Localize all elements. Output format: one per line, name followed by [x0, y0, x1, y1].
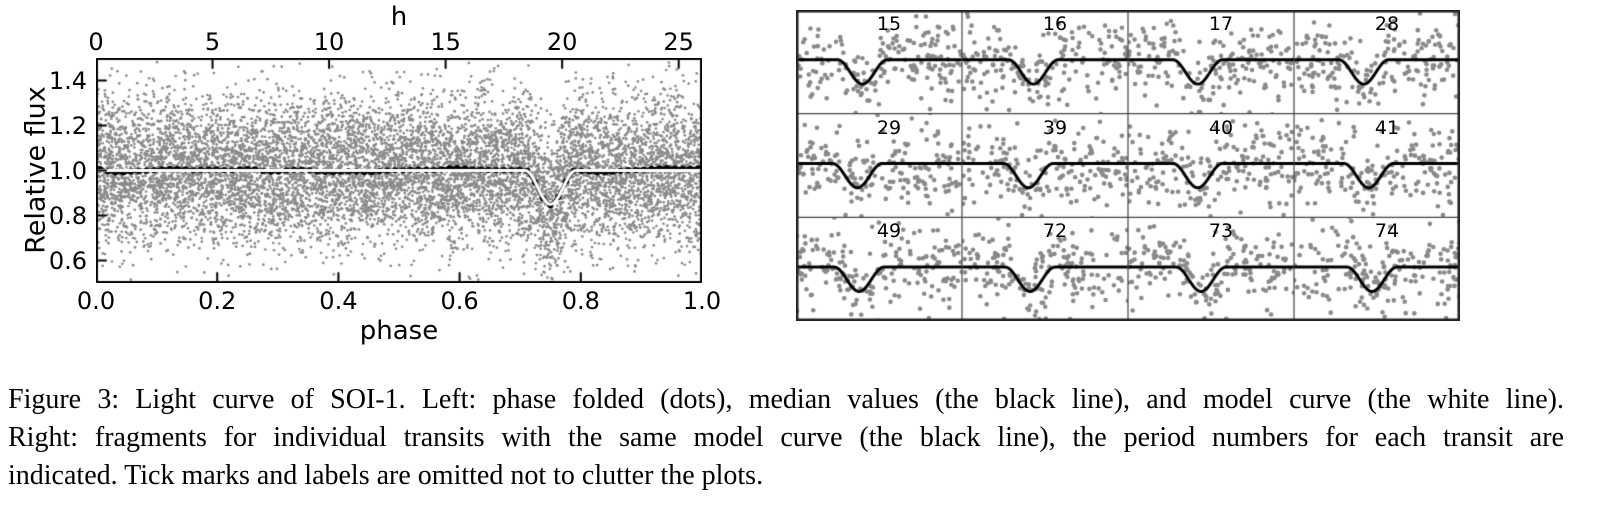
caption-line-1: Figure 3: Light curve of SOI-1. Left: ph… — [8, 384, 1564, 415]
bottom-tick-label: 0.8 — [561, 287, 600, 315]
y-axis-title: Relative flux — [20, 86, 52, 254]
phase-folded-plot-area — [96, 58, 702, 283]
top-tick-label: 25 — [663, 28, 694, 56]
top-tick-label: 0 — [88, 28, 104, 56]
period-label-49: 49 — [876, 220, 902, 243]
period-label-17: 17 — [1208, 13, 1234, 35]
period-label-29: 29 — [876, 116, 902, 139]
bottom-tick-label: 0.2 — [198, 287, 237, 315]
period-label-72: 72 — [1042, 220, 1068, 243]
y-tick-label: 0.8 — [48, 201, 87, 230]
caption-line-2: Right: fragments for individual transits… — [8, 422, 1564, 453]
y-tick-label: 1.0 — [48, 156, 87, 185]
y-tick-label: 1.2 — [48, 111, 87, 140]
period-label-15: 15 — [876, 13, 902, 35]
caption-line-3: indicated. Tick marks and labels are omi… — [8, 460, 764, 491]
period-label-39: 39 — [1042, 116, 1068, 139]
bottom-tick-label: 0.4 — [319, 287, 358, 315]
top-tick-label: 10 — [313, 28, 345, 56]
y-tick-label: 0.6 — [48, 246, 87, 275]
bottom-tick-label: 1.0 — [682, 287, 722, 315]
period-label-28: 28 — [1374, 13, 1400, 35]
top-tick-label: 20 — [546, 28, 578, 56]
period-label-16: 16 — [1042, 13, 1068, 35]
period-label-41: 41 — [1374, 116, 1400, 139]
bottom-tick-label: 0.0 — [76, 287, 116, 315]
period-label-73: 73 — [1208, 220, 1234, 243]
figure-caption: Figure 3: Light curve of SOI-1. Left: ph… — [8, 381, 1564, 495]
y-tick-label: 1.4 — [48, 66, 87, 95]
top-tick-label: 15 — [430, 28, 461, 56]
top-axis-title: h — [390, 2, 408, 32]
x-axis-title: phase — [359, 316, 439, 346]
period-label-40: 40 — [1208, 116, 1234, 139]
top-tick-label: 5 — [204, 28, 221, 56]
transits-grid-plot-area — [796, 10, 1460, 321]
bottom-tick-label: 0.6 — [440, 287, 479, 315]
period-label-74: 74 — [1374, 220, 1400, 243]
